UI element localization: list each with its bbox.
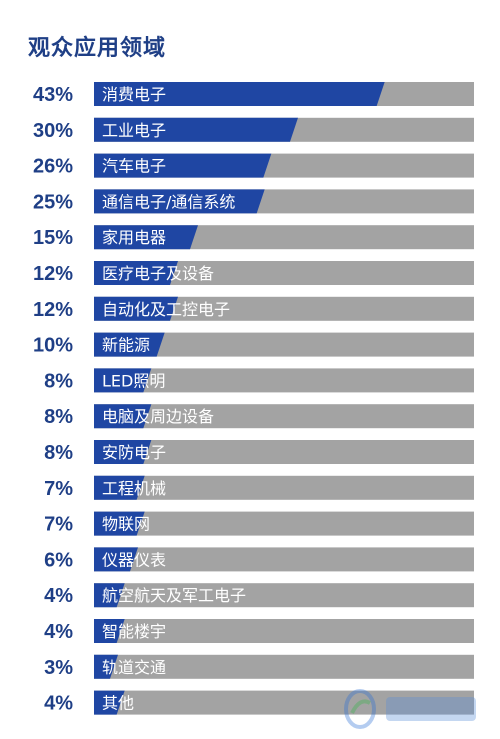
bar-row: 3% 轨道交通 — [44, 654, 474, 679]
bar — [94, 690, 125, 715]
bar-row: 6% 仪器仪表 — [44, 547, 474, 572]
bar-track — [94, 619, 474, 643]
bar-track — [94, 654, 474, 679]
bar-row: 8% LED照明 — [44, 368, 474, 393]
bar-track — [94, 583, 474, 608]
bar — [94, 619, 125, 643]
category-label: 新能源 — [102, 336, 150, 355]
category-label: 工业电子 — [102, 121, 166, 140]
watermark-logo-icon — [344, 689, 476, 729]
bar-track — [94, 440, 474, 464]
value-label: 12% — [33, 299, 73, 321]
value-label: 10% — [33, 335, 73, 357]
bar — [94, 583, 125, 608]
bar-track — [94, 475, 474, 500]
bar — [94, 404, 152, 429]
bar-row: 43% 消费电子 — [33, 82, 474, 106]
bar — [94, 332, 165, 357]
category-label: 家用电器 — [102, 228, 166, 247]
category-label: 轨道交通 — [102, 658, 166, 677]
bar-row: 4% 智能楼宇 — [44, 619, 474, 643]
bar-row: 26% 汽车电子 — [33, 153, 474, 178]
value-label: 8% — [44, 442, 73, 464]
bar — [94, 296, 178, 321]
bar-track — [94, 511, 474, 536]
bar — [94, 440, 152, 464]
value-label: 7% — [44, 514, 73, 536]
bar-row: 25% 通信电子/通信系统 — [33, 189, 474, 214]
bar-row: 30% 工业电子 — [33, 117, 474, 142]
category-label: 医疗电子及设备 — [102, 264, 214, 283]
bar — [94, 153, 272, 178]
category-label: LED照明 — [102, 371, 165, 390]
bar-row: 12% 自动化及工控电子 — [33, 296, 474, 321]
bar-row: 4% 航空航天及军工电子 — [44, 583, 474, 608]
category-label: 智能楼宇 — [102, 622, 166, 641]
value-label: 30% — [33, 120, 73, 142]
value-label: 4% — [44, 621, 73, 643]
bar-row: 12% 医疗电子及设备 — [33, 261, 474, 285]
chart-title: 观众应用领域 — [28, 36, 167, 61]
value-label: 3% — [44, 657, 73, 679]
bar — [94, 654, 118, 679]
bar-track — [94, 404, 474, 429]
category-label: 汽车电子 — [102, 157, 166, 176]
bar-row: 7% 工程机械 — [44, 475, 474, 500]
bar — [94, 547, 138, 572]
value-label: 4% — [44, 693, 73, 715]
bar-row: 4% 其他 — [44, 690, 474, 715]
value-label: 15% — [33, 227, 73, 249]
bar-track — [94, 368, 474, 393]
category-label: 工程机械 — [102, 479, 166, 498]
value-label: 7% — [44, 478, 73, 500]
value-label: 8% — [44, 406, 73, 428]
bar — [94, 368, 152, 393]
category-label: 航空航天及军工电子 — [102, 586, 246, 605]
category-label: 通信电子/通信系统 — [102, 192, 235, 211]
value-label: 4% — [44, 585, 73, 607]
bar — [94, 511, 145, 536]
category-label: 自动化及工控电子 — [102, 300, 230, 319]
category-label: 安防电子 — [102, 443, 166, 462]
category-label: 仪器仪表 — [102, 550, 166, 569]
bar-row: 8% 安防电子 — [44, 440, 474, 464]
bar-row: 8% 电脑及周边设备 — [44, 404, 474, 429]
bar-row: 10% 新能源 — [33, 332, 474, 357]
category-label: 消费电子 — [102, 85, 166, 104]
bar-track — [94, 547, 474, 572]
bar — [94, 475, 145, 500]
value-label: 26% — [33, 156, 73, 178]
bar — [94, 117, 298, 142]
value-label: 8% — [44, 370, 73, 392]
value-label: 6% — [44, 549, 73, 571]
category-label: 其他 — [102, 694, 134, 713]
category-label: 物联网 — [102, 515, 150, 534]
bar — [94, 82, 385, 106]
value-label: 25% — [33, 191, 73, 213]
bar — [94, 261, 178, 285]
bar — [94, 225, 198, 250]
category-label: 电脑及周边设备 — [102, 407, 214, 426]
bar-row: 15% 家用电器 — [33, 225, 474, 250]
value-label: 12% — [33, 263, 73, 285]
value-label: 43% — [33, 84, 73, 106]
bar — [94, 189, 265, 214]
bar-track — [94, 690, 474, 715]
bar-row: 7% 物联网 — [44, 511, 474, 536]
